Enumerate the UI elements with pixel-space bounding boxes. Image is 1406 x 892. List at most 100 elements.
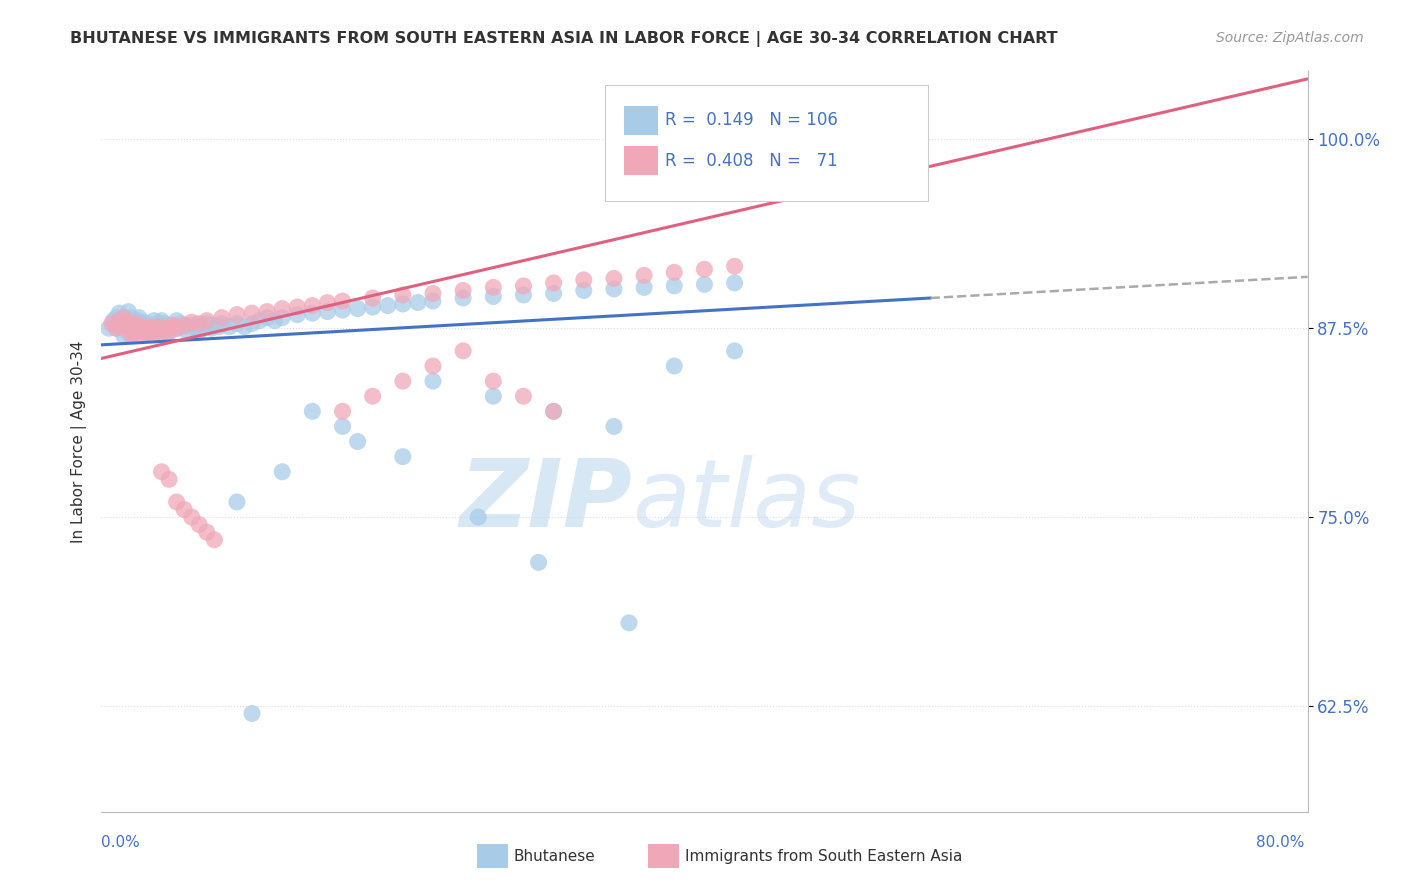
Point: [141, 324, 163, 338]
Point: [543, 276, 565, 290]
Point: [150, 324, 173, 338]
Point: [152, 324, 174, 338]
Point: [166, 313, 188, 327]
Point: [155, 321, 177, 335]
Point: [127, 313, 149, 327]
Point: [693, 262, 716, 277]
Point: [451, 343, 474, 358]
Text: Immigrants from South Eastern Asia: Immigrants from South Eastern Asia: [685, 849, 962, 863]
Point: [240, 317, 263, 331]
Point: [188, 517, 211, 532]
Point: [118, 321, 141, 335]
Point: [117, 304, 139, 318]
Point: [156, 326, 179, 340]
Point: [129, 326, 152, 340]
Point: [120, 319, 142, 334]
Point: [112, 310, 135, 325]
Point: [122, 321, 145, 335]
Point: [135, 317, 157, 331]
Point: [467, 510, 489, 524]
Point: [603, 271, 626, 285]
Point: [111, 319, 134, 334]
Point: [150, 313, 173, 327]
Point: [176, 324, 198, 338]
Point: [543, 404, 565, 418]
Point: [105, 310, 128, 325]
Point: [406, 295, 429, 310]
Point: [301, 299, 323, 313]
Point: [664, 279, 686, 293]
Point: [118, 326, 141, 340]
Point: [173, 319, 195, 334]
Point: [117, 321, 139, 335]
Point: [422, 374, 444, 388]
Point: [101, 317, 124, 331]
Point: [112, 319, 135, 334]
Point: [422, 293, 444, 308]
Point: [603, 419, 626, 434]
Point: [316, 295, 339, 310]
Point: [543, 404, 565, 418]
Point: [162, 318, 184, 333]
Point: [482, 289, 505, 303]
Point: [346, 434, 368, 449]
Point: [128, 319, 150, 334]
Point: [271, 310, 294, 325]
Point: [512, 288, 534, 302]
Point: [157, 318, 180, 333]
Point: [129, 317, 152, 331]
Point: [316, 304, 339, 318]
Text: 0.0%: 0.0%: [101, 836, 141, 850]
Point: [125, 323, 148, 337]
Point: [482, 389, 505, 403]
Point: [132, 324, 155, 338]
Point: [166, 495, 188, 509]
Point: [527, 556, 550, 570]
Point: [451, 291, 474, 305]
Point: [122, 321, 145, 335]
Point: [693, 277, 716, 292]
Point: [202, 533, 225, 547]
Text: atlas: atlas: [633, 455, 860, 546]
Point: [603, 282, 626, 296]
Point: [148, 319, 170, 334]
Point: [153, 321, 176, 335]
Point: [512, 389, 534, 403]
Point: [131, 321, 153, 335]
Point: [451, 284, 474, 298]
Point: [180, 315, 202, 329]
Point: [153, 317, 176, 331]
Point: [146, 324, 169, 338]
Point: [664, 265, 686, 279]
Point: [124, 326, 146, 340]
Point: [332, 303, 354, 318]
Point: [167, 321, 190, 335]
Point: [108, 317, 131, 331]
Text: ZIP: ZIP: [460, 455, 633, 547]
Point: [723, 260, 745, 274]
Point: [103, 313, 125, 327]
Point: [173, 502, 195, 516]
Point: [128, 310, 150, 325]
Point: [141, 318, 163, 333]
Point: [105, 321, 128, 335]
Point: [392, 297, 415, 311]
Point: [138, 319, 160, 334]
Point: [193, 319, 215, 334]
Point: [135, 326, 157, 340]
Point: [143, 313, 166, 327]
Point: [112, 310, 135, 325]
Point: [162, 319, 184, 334]
Point: [256, 304, 278, 318]
Point: [195, 317, 218, 331]
Point: [183, 321, 205, 335]
Point: [132, 315, 155, 329]
Point: [120, 310, 142, 325]
Point: [392, 450, 415, 464]
Point: [145, 321, 167, 335]
Point: [180, 510, 202, 524]
Point: [226, 308, 249, 322]
Point: [188, 324, 211, 338]
Point: [249, 313, 271, 327]
Point: [120, 317, 142, 331]
